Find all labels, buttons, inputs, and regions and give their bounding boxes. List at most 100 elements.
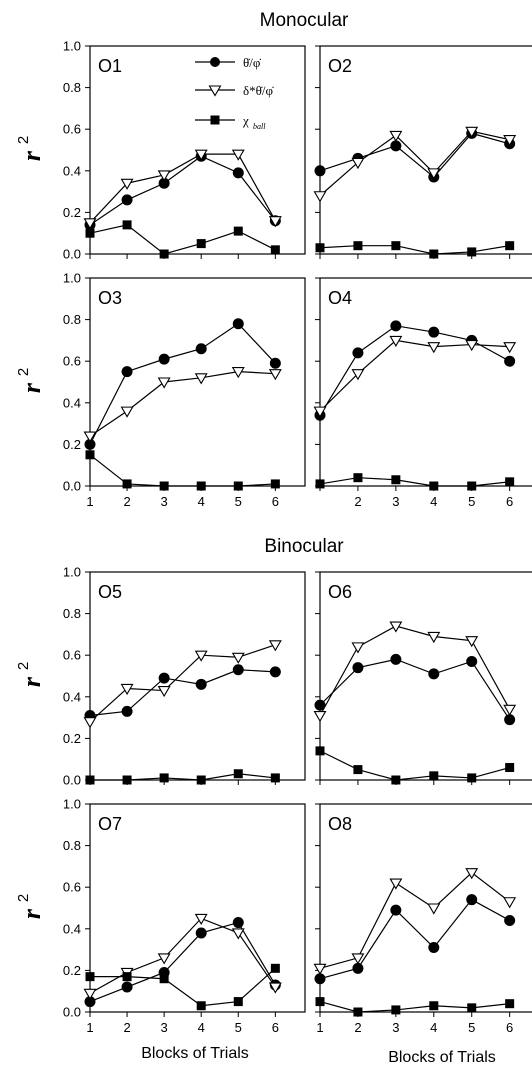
data-point-o3-s3-4 (196, 481, 206, 491)
x-tick-label: 1 (316, 1020, 323, 1035)
series-line-o8-1 (319, 898, 510, 980)
y-axis-label-r: r (17, 908, 46, 919)
y-tick-label: 0.2 (63, 437, 81, 452)
y-tick-label: 0.4 (63, 689, 81, 704)
x-tick-label: 5 (235, 1020, 242, 1035)
y-tick-label: 0.6 (63, 354, 81, 369)
legend-marker-square (210, 115, 220, 125)
data-point-o3-s2-5 (231, 367, 245, 379)
data-point-o5-s3-6 (270, 773, 280, 783)
y-tick-label: 0.8 (63, 606, 81, 621)
y-axis-label-superscript: 2 (15, 368, 32, 376)
panel-label-o7: O7 (98, 814, 122, 834)
data-point-o5-s2-6 (268, 640, 282, 652)
legend-label-subscript: ball (253, 122, 266, 131)
series-line-o6-2 (319, 625, 511, 716)
series-line-o7-2 (89, 917, 276, 994)
series-line-o7-3 (90, 967, 276, 1007)
panel-label-o3: O3 (98, 288, 122, 308)
panel-label-o4: O4 (328, 288, 352, 308)
data-point-o8-s1-4 (428, 942, 440, 954)
series-line-o6-3 (319, 750, 510, 781)
data-point-o7-s3-2 (122, 972, 132, 982)
x-tick-label: 6 (506, 1020, 513, 1035)
y-tick-label: 0.0 (63, 773, 81, 788)
data-point-o6-s3-2 (353, 765, 363, 775)
data-point-o4-s1-4 (428, 326, 440, 338)
x-tick-label: 6 (272, 494, 279, 509)
data-point-o6-s1-3 (390, 653, 402, 665)
data-point-o3-s1-6 (269, 357, 281, 369)
data-point-o6-s1-6 (504, 714, 516, 726)
data-point-o5-s2-2 (120, 683, 134, 696)
data-point-o2-s3-5 (467, 247, 477, 257)
data-point-o2-s3-1 (315, 243, 325, 253)
x-tick-label: 6 (272, 1020, 279, 1035)
data-point-o8-s2-3 (389, 878, 403, 890)
data-point-o5-s2-4 (194, 650, 208, 662)
data-point-o1-s1-5 (232, 167, 244, 179)
data-point-o2-s2-1 (313, 191, 327, 203)
y-tick-label: 0.0 (63, 247, 81, 262)
series-line-o7-1 (89, 921, 276, 1003)
series-line-o1-2 (89, 153, 276, 224)
x-tick-label: 2 (354, 1020, 361, 1035)
data-point-o1-s1-2 (121, 194, 133, 206)
y-tick-label: 0.4 (63, 163, 81, 178)
x-tick-label: 4 (430, 1020, 437, 1035)
data-point-o6-s1-5 (466, 655, 478, 667)
plot-frame-o7 (89, 803, 306, 1013)
data-point-o2-s3-3 (391, 241, 401, 251)
data-point-o2-s2-5 (465, 126, 479, 138)
y-tick-label: 0.0 (63, 1005, 81, 1020)
series-line-o8-2 (319, 871, 511, 969)
x-tick-label: 2 (123, 494, 130, 509)
data-point-o4-s2-1 (313, 406, 327, 418)
data-point-o4-s1-2 (352, 347, 364, 359)
data-point-o6-s2-3 (389, 621, 403, 633)
x-tick-label: 4 (430, 494, 437, 509)
data-point-o7-s2-1 (83, 988, 97, 1000)
data-point-o4-s3-4 (429, 481, 439, 491)
data-point-o7-s1-4 (195, 927, 207, 939)
series-line-o5-3 (90, 773, 276, 781)
y-tick-label: 0.6 (63, 880, 81, 895)
data-point-o5-s2-1 (83, 717, 97, 729)
y-tick-label: 1.0 (63, 271, 81, 286)
data-point-o3-s1-3 (158, 353, 170, 365)
data-point-o5-s3-1 (85, 775, 95, 785)
series-line-o2-3 (319, 245, 510, 255)
data-point-o8-s2-6 (503, 897, 517, 909)
x-tick-label: 3 (392, 1020, 399, 1035)
panel-label-o6: O6 (328, 582, 352, 602)
data-point-o8-s1-2 (352, 962, 364, 974)
x-tick-label: 4 (198, 494, 205, 509)
section-title-binocular: Binocular (264, 536, 344, 557)
x-tick-label: 5 (468, 1020, 475, 1035)
data-point-o4-s3-2 (353, 473, 363, 483)
x-tick-label: 5 (468, 494, 475, 509)
data-point-o4-s2-3 (389, 335, 403, 347)
data-point-o6-s3-3 (391, 775, 401, 785)
data-point-o6-s3-6 (505, 763, 515, 773)
data-point-o4-s3-1 (315, 479, 325, 489)
panel-label-o8: O8 (328, 814, 352, 834)
series-line-o4-3 (319, 477, 510, 487)
series-line-o4-2 (319, 339, 510, 412)
legend-marker-triangle (208, 85, 222, 97)
x-tick-label: 4 (198, 1020, 205, 1035)
data-point-o7-s3-6 (270, 963, 280, 973)
y-axis-label: r2 (15, 136, 46, 161)
data-point-o1-s2-1 (83, 218, 97, 230)
data-point-o1-s3-2 (122, 220, 132, 230)
y-tick-label: 0.8 (63, 80, 81, 95)
legend-label-1: θ̇/φ̇ (243, 55, 261, 70)
data-point-o7-s3-3 (159, 974, 169, 984)
data-point-o6-s2-1 (313, 710, 327, 723)
data-point-o3-s2-6 (268, 369, 282, 381)
x-tick-label: 3 (392, 494, 399, 509)
y-tick-label: 0.4 (63, 395, 81, 410)
data-point-o7-s1-5 (232, 917, 244, 929)
plot-frame-o1 (89, 45, 306, 255)
